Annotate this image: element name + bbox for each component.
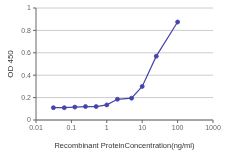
svg-text:0.6: 0.6 [21, 49, 31, 56]
svg-text:0.4: 0.4 [21, 72, 31, 79]
svg-text:1: 1 [105, 124, 109, 131]
svg-text:10: 10 [138, 124, 146, 131]
svg-text:100: 100 [172, 124, 184, 131]
svg-text:1000: 1000 [205, 124, 217, 131]
svg-text:OD 450: OD 450 [8, 50, 15, 78]
svg-text:0.8: 0.8 [21, 27, 31, 34]
svg-text:0.1: 0.1 [67, 124, 77, 131]
svg-text:1: 1 [27, 4, 31, 11]
svg-text:0.2: 0.2 [21, 94, 31, 101]
svg-text:Recombinant ProteinConcentrati: Recombinant ProteinConcentration(ng/ml) [54, 141, 195, 150]
svg-text:0: 0 [27, 116, 31, 123]
svg-text:0.01: 0.01 [29, 124, 43, 131]
